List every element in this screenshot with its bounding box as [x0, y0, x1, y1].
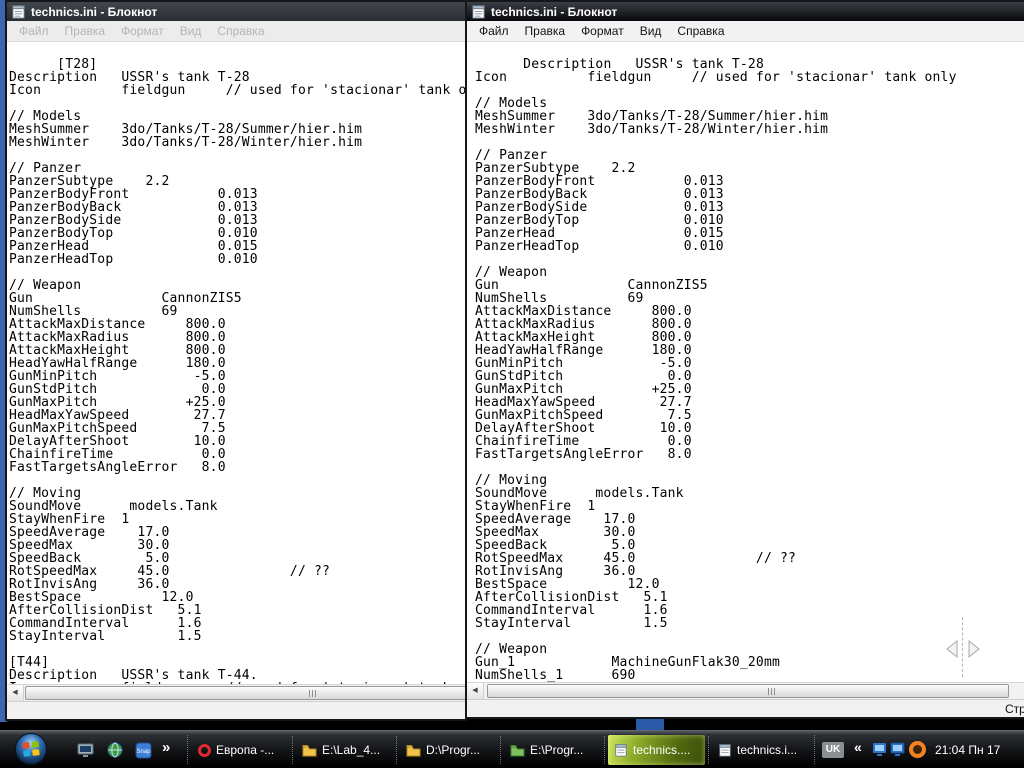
- ini-content: [T28] Description USSR's tank T-28 Icon …: [9, 57, 465, 684]
- scroll-left-button[interactable]: ◀: [467, 683, 484, 699]
- scrollbar-thumb[interactable]: [487, 684, 1009, 698]
- notepad-icon: [719, 744, 731, 757]
- taskbar-separator: [500, 736, 501, 764]
- taskbar-separator: [814, 735, 815, 764]
- menu-edit[interactable]: Правка: [524, 24, 566, 38]
- network-icon[interactable]: [872, 742, 888, 757]
- snagit-icon[interactable]: Snap: [134, 741, 152, 759]
- windows-logo-icon: [22, 741, 40, 757]
- language-indicator[interactable]: UK: [822, 742, 844, 758]
- orange-ring-icon[interactable]: [909, 741, 926, 758]
- status-text: Стр: [1005, 702, 1024, 716]
- notepad-icon: [12, 5, 25, 19]
- folder-green-icon: [510, 744, 525, 756]
- taskbar-separator: [292, 736, 293, 764]
- desktop-edge: [0, 0, 7, 722]
- menu-help[interactable]: Справка: [217, 24, 265, 38]
- notepad-icon: [472, 5, 485, 19]
- titlebar[interactable]: technics.ini - Блокнот: [467, 2, 1024, 21]
- menubar: Файл Правка Формат Вид Справка: [467, 21, 1024, 42]
- notepad-window-right[interactable]: technics.ini - Блокнот Файл Правка Форма…: [465, 0, 1024, 719]
- start-button[interactable]: [14, 732, 48, 766]
- taskbar-button-folder-3[interactable]: E:\Progr...: [504, 735, 601, 765]
- window-title: technics.ini - Блокнот: [31, 4, 158, 19]
- taskbar-button-folder-2[interactable]: D:\Progr...: [400, 735, 497, 765]
- folder-icon: [302, 744, 317, 756]
- left-arrow-icon: ◀: [12, 689, 18, 696]
- taskbar-button-opera[interactable]: Европа -...: [192, 735, 289, 765]
- show-desktop-icon[interactable]: [76, 741, 94, 759]
- ini-content: Description USSR's tank T-28 Icon fieldg…: [475, 57, 957, 682]
- tray-collapse-chevron[interactable]: «: [854, 739, 862, 755]
- window-title: technics.ini - Блокнот: [491, 4, 618, 19]
- autoscroll-line: [962, 617, 963, 677]
- folder-icon: [406, 744, 421, 756]
- menu-view[interactable]: Вид: [179, 24, 202, 38]
- thumb-grip-icon: [768, 688, 777, 695]
- horizontal-scrollbar[interactable]: ◀: [7, 684, 467, 701]
- taskbar-separator: [187, 735, 188, 764]
- text-editor[interactable]: Description USSR's tank T-28 Icon fieldg…: [467, 42, 1024, 682]
- notepad-icon: [615, 744, 627, 757]
- status-bar: Стр: [467, 699, 1024, 717]
- menu-view[interactable]: Вид: [639, 24, 662, 38]
- menubar: Файл Правка Формат Вид Справка: [7, 21, 465, 42]
- opera-icon: [198, 743, 211, 757]
- taskbar-separator: [396, 736, 397, 764]
- wallpaper-sliver: [636, 719, 664, 731]
- taskbar-button-notepad-inactive[interactable]: technics.i...: [712, 735, 809, 765]
- svg-text:Snap: Snap: [136, 749, 151, 755]
- taskbar-button-folder-1[interactable]: E:\Lab_4...: [296, 735, 393, 765]
- taskbar-separator: [604, 736, 605, 764]
- taskbar-separator: [708, 736, 709, 764]
- autoscroll-arrows-icon: [946, 639, 980, 659]
- scrollbar-thumb[interactable]: [25, 686, 467, 700]
- quicklaunch-overflow-chevron[interactable]: »: [162, 739, 171, 756]
- notepad-window-left[interactable]: technics.ini - Блокнот Файл Правка Форма…: [5, 0, 467, 721]
- network-icon[interactable]: [890, 742, 906, 757]
- menu-format[interactable]: Формат: [121, 24, 164, 38]
- menu-help[interactable]: Справка: [677, 24, 725, 38]
- internet-globe-icon[interactable]: [106, 741, 124, 759]
- taskbar-clock[interactable]: 21:04 Пн 17: [935, 743, 1001, 757]
- left-arrow-icon: ◀: [472, 687, 478, 694]
- status-bar: [7, 701, 465, 719]
- taskbar-button-notepad-active[interactable]: technics....: [608, 735, 705, 765]
- horizontal-scrollbar[interactable]: ◀: [467, 682, 1024, 699]
- titlebar[interactable]: technics.ini - Блокнот: [7, 2, 465, 21]
- taskbar: Snap » Европа -... E:\Lab_4...: [0, 730, 1024, 768]
- scroll-left-button[interactable]: ◀: [7, 685, 24, 701]
- menu-file[interactable]: Файл: [479, 24, 509, 38]
- taskbar-buttons: Европа -... E:\Lab_4... D:\Progr...: [192, 734, 809, 766]
- menu-format[interactable]: Формат: [581, 24, 624, 38]
- menu-edit[interactable]: Правка: [64, 24, 106, 38]
- thumb-grip-icon: [309, 690, 318, 697]
- text-editor[interactable]: [T28] Description USSR's tank T-28 Icon …: [7, 42, 465, 684]
- menu-file[interactable]: Файл: [19, 24, 49, 38]
